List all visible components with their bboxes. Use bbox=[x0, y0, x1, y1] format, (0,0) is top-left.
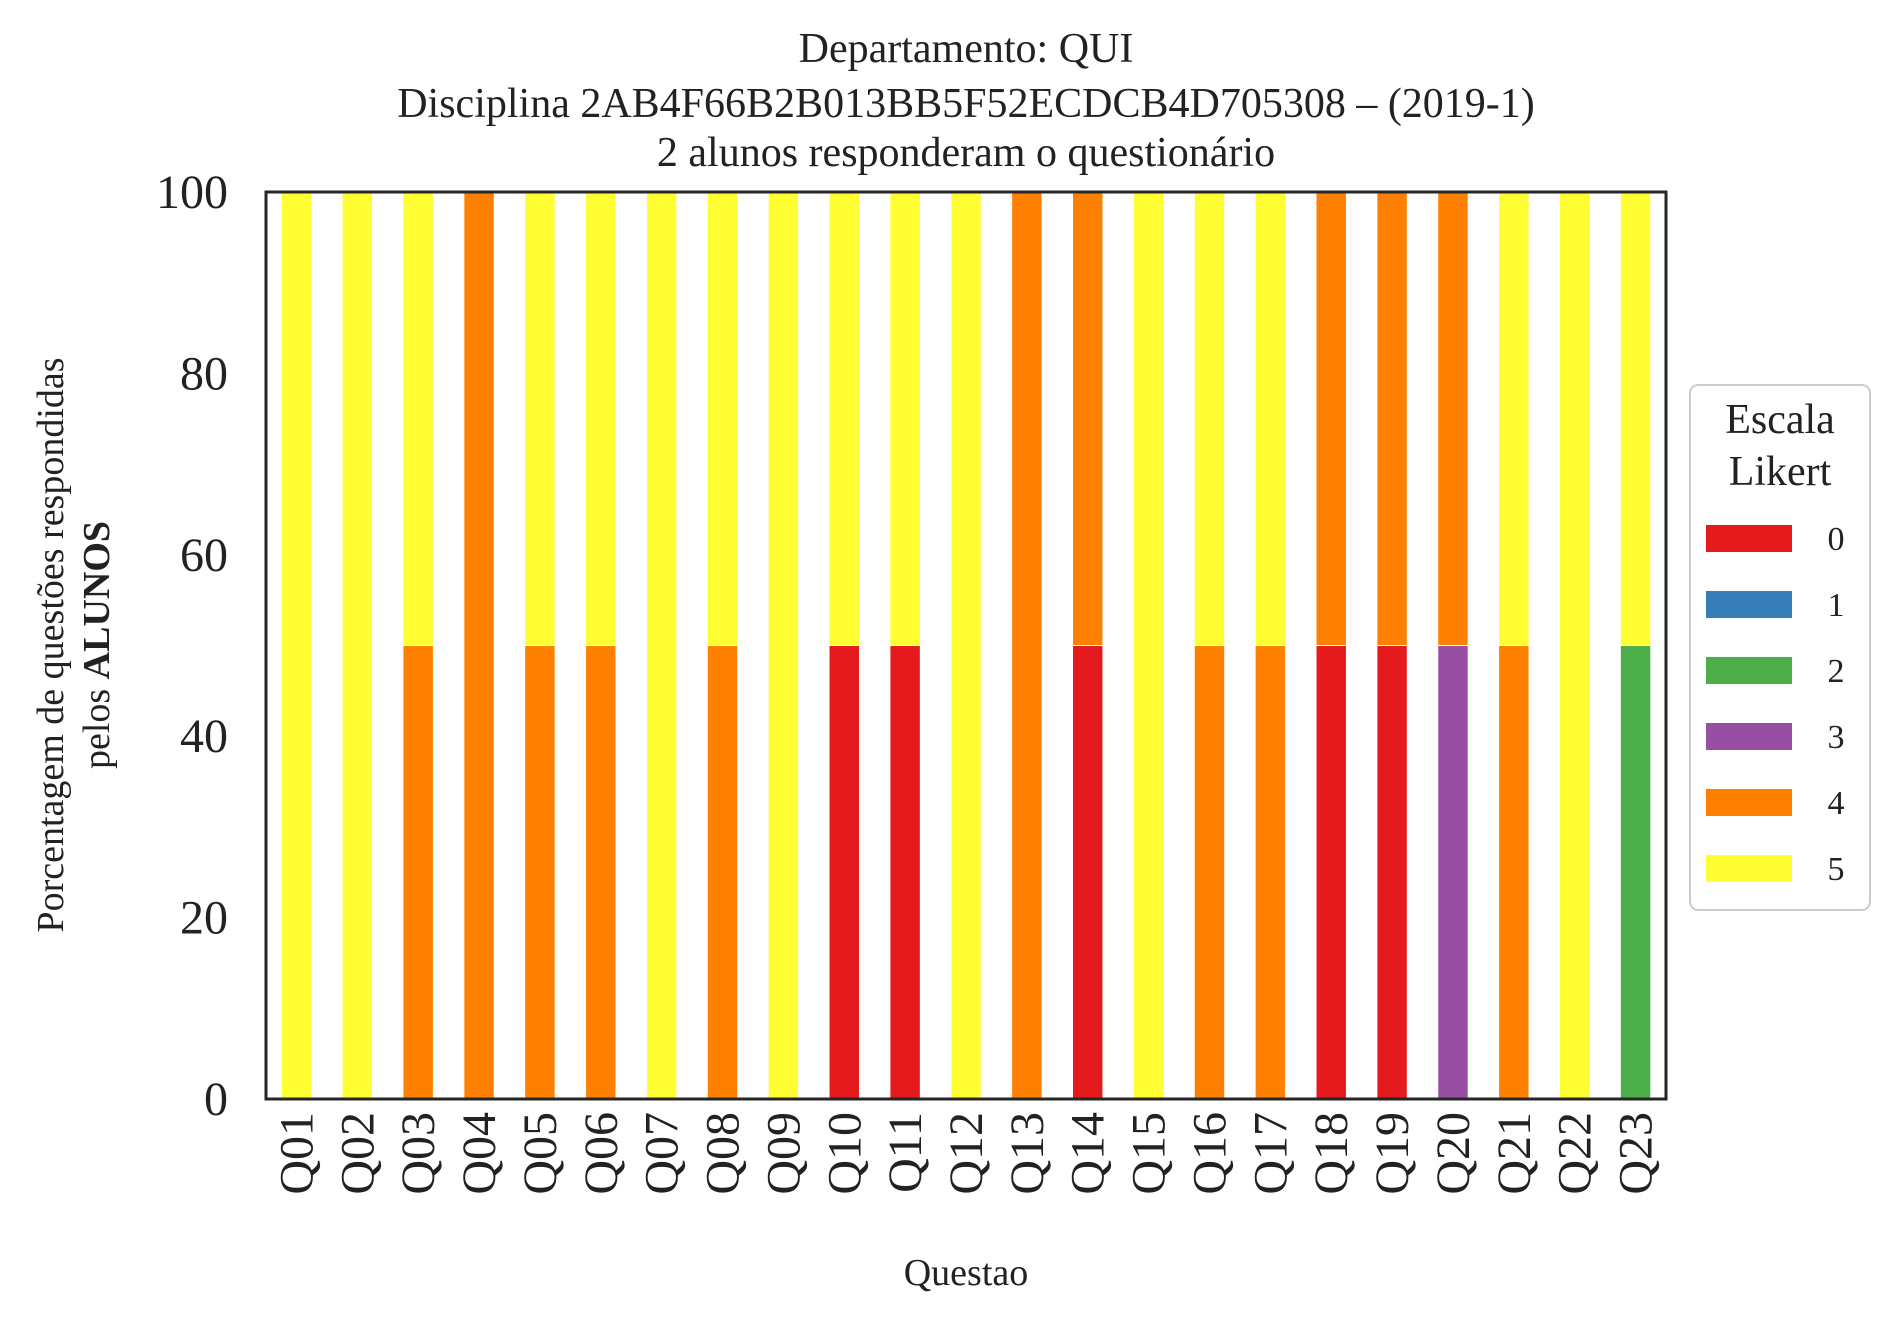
bar-q18-scale-4 bbox=[1315, 191, 1347, 646]
bar-q06-scale-5 bbox=[585, 191, 617, 646]
x-tick-label-q12: Q12 bbox=[940, 1112, 993, 1195]
y-tick-label-60: 60 bbox=[180, 529, 228, 582]
legend-swatch-5 bbox=[1706, 855, 1792, 882]
bar-q17-scale-5 bbox=[1254, 191, 1287, 646]
bar-q05-scale-5 bbox=[524, 191, 556, 646]
x-tick-label-q21: Q21 bbox=[1488, 1112, 1541, 1195]
x-tick-label-q13: Q13 bbox=[1001, 1112, 1054, 1195]
bar-q14-scale-0 bbox=[1072, 645, 1104, 1100]
bar-q04-scale-4 bbox=[463, 191, 495, 1100]
legend-label-1: 1 bbox=[1828, 587, 1845, 624]
legend-label-4: 4 bbox=[1828, 785, 1845, 822]
x-tick-label-q18: Q18 bbox=[1305, 1112, 1358, 1195]
legend-title-line-2: Likert bbox=[1729, 449, 1832, 495]
bars-group bbox=[280, 191, 1652, 1100]
bar-q23-scale-5 bbox=[1619, 191, 1652, 646]
legend-items: 0 1 2 3 4 5 bbox=[1706, 521, 1845, 888]
bar-q02-scale-5 bbox=[341, 191, 374, 1100]
bar-q12-scale-5 bbox=[950, 191, 982, 1100]
x-tick-label-q19: Q19 bbox=[1366, 1112, 1419, 1195]
x-tick-label-q04: Q04 bbox=[453, 1112, 506, 1195]
legend-swatch-4 bbox=[1706, 789, 1792, 816]
bar-q23-scale-2 bbox=[1619, 645, 1652, 1100]
bar-q20-scale-3 bbox=[1437, 645, 1469, 1100]
x-tick-label-q16: Q16 bbox=[1183, 1112, 1236, 1195]
bar-q10-scale-0 bbox=[828, 645, 860, 1100]
legend: Escala Likert 0 1 2 3 4 5 bbox=[1689, 384, 1871, 911]
bar-q10-scale-5 bbox=[828, 191, 860, 646]
y-axis-ticks: 0 20 40 60 80 100 bbox=[156, 166, 228, 1126]
legend-box bbox=[1689, 384, 1871, 911]
y-tick-label-20: 20 bbox=[180, 892, 228, 945]
y-tick-label-40: 40 bbox=[180, 710, 228, 763]
legend-swatch-0 bbox=[1706, 525, 1792, 552]
y-axis-label-line-1: Porcentagem de questões respondidas bbox=[30, 357, 72, 932]
bar-q14-scale-4 bbox=[1072, 191, 1104, 646]
legend-label-2: 2 bbox=[1828, 653, 1845, 690]
bar-q13-scale-4 bbox=[1011, 191, 1043, 1100]
x-tick-label-q10: Q10 bbox=[818, 1112, 871, 1195]
legend-label-0: 0 bbox=[1828, 521, 1845, 558]
x-axis-label: Questao bbox=[904, 1252, 1029, 1294]
bar-q01-scale-5 bbox=[280, 191, 313, 1100]
bar-q15-scale-5 bbox=[1132, 191, 1165, 1100]
bar-q06-scale-4 bbox=[585, 645, 617, 1100]
bar-q20-scale-4 bbox=[1437, 191, 1469, 646]
bar-q09-scale-5 bbox=[767, 191, 800, 1100]
x-tick-label-q23: Q23 bbox=[1610, 1112, 1663, 1195]
bar-q05-scale-4 bbox=[524, 645, 556, 1100]
y-tick-label-80: 80 bbox=[180, 347, 228, 400]
x-tick-label-q05: Q05 bbox=[514, 1112, 567, 1195]
legend-swatch-1 bbox=[1706, 591, 1792, 618]
legend-swatch-2 bbox=[1706, 657, 1792, 684]
y-axis-label-bold: ALUNOS bbox=[76, 521, 118, 679]
y-axis-label-line-2: pelos ALUNOS bbox=[76, 521, 118, 769]
bar-q19-scale-0 bbox=[1376, 645, 1408, 1100]
y-axis-label-prefix: pelos bbox=[76, 679, 118, 769]
chart-title: Departamento: QUI Disciplina 2AB4F66B2B0… bbox=[397, 26, 1535, 176]
bar-q08-scale-5 bbox=[706, 191, 739, 646]
bar-q22-scale-5 bbox=[1558, 191, 1591, 1100]
bar-q07-scale-5 bbox=[645, 191, 678, 1100]
legend-title-line-1: Escala bbox=[1725, 397, 1835, 443]
x-tick-label-q06: Q06 bbox=[575, 1112, 628, 1195]
bar-q18-scale-0 bbox=[1315, 645, 1347, 1100]
plot-frame bbox=[264, 190, 1668, 1101]
x-tick-label-q07: Q07 bbox=[636, 1112, 689, 1195]
title-line-2: Disciplina 2AB4F66B2B013BB5F52ECDCB4D705… bbox=[397, 81, 1535, 127]
x-tick-label-q01: Q01 bbox=[270, 1112, 323, 1195]
legend-label-5: 5 bbox=[1828, 851, 1845, 888]
y-tick-label-100: 100 bbox=[156, 166, 228, 219]
x-tick-label-q02: Q02 bbox=[331, 1112, 384, 1195]
x-tick-label-q22: Q22 bbox=[1549, 1112, 1602, 1195]
x-tick-label-q09: Q09 bbox=[757, 1112, 810, 1195]
legend-label-3: 3 bbox=[1828, 719, 1845, 756]
bar-q11-scale-0 bbox=[889, 645, 921, 1100]
bar-q19-scale-4 bbox=[1376, 191, 1408, 646]
x-tick-label-q20: Q20 bbox=[1427, 1112, 1480, 1195]
x-tick-label-q17: Q17 bbox=[1244, 1112, 1297, 1195]
bar-q11-scale-5 bbox=[889, 191, 921, 646]
bar-q03-scale-4 bbox=[402, 645, 434, 1100]
bar-q21-scale-4 bbox=[1498, 645, 1530, 1100]
y-tick-label-0: 0 bbox=[204, 1073, 228, 1126]
title-line-1: Departamento: QUI bbox=[799, 26, 1134, 72]
bar-q17-scale-4 bbox=[1254, 645, 1287, 1100]
bar-q08-scale-4 bbox=[706, 645, 739, 1100]
x-tick-label-q14: Q14 bbox=[1062, 1112, 1115, 1195]
x-tick-label-q08: Q08 bbox=[697, 1112, 750, 1195]
bar-q16-scale-4 bbox=[1193, 645, 1226, 1100]
legend-swatch-3 bbox=[1706, 723, 1792, 750]
x-tick-label-q03: Q03 bbox=[392, 1112, 445, 1195]
title-line-3: 2 alunos responderam o questionário bbox=[657, 130, 1275, 176]
x-tick-label-q15: Q15 bbox=[1123, 1112, 1176, 1195]
x-tick-label-q11: Q11 bbox=[879, 1112, 932, 1193]
x-axis-ticks: Q01 Q02 Q03 Q04 Q05 Q06 Q07 Q08 Q09 Q10 Q11 Q12 Q13 Q… bbox=[270, 1112, 1662, 1195]
bar-q16-scale-5 bbox=[1193, 191, 1226, 646]
bar-q21-scale-5 bbox=[1498, 191, 1530, 646]
y-axis-label: Porcentagem de questões respondidas pelo… bbox=[30, 357, 118, 932]
bar-q03-scale-5 bbox=[402, 191, 434, 646]
